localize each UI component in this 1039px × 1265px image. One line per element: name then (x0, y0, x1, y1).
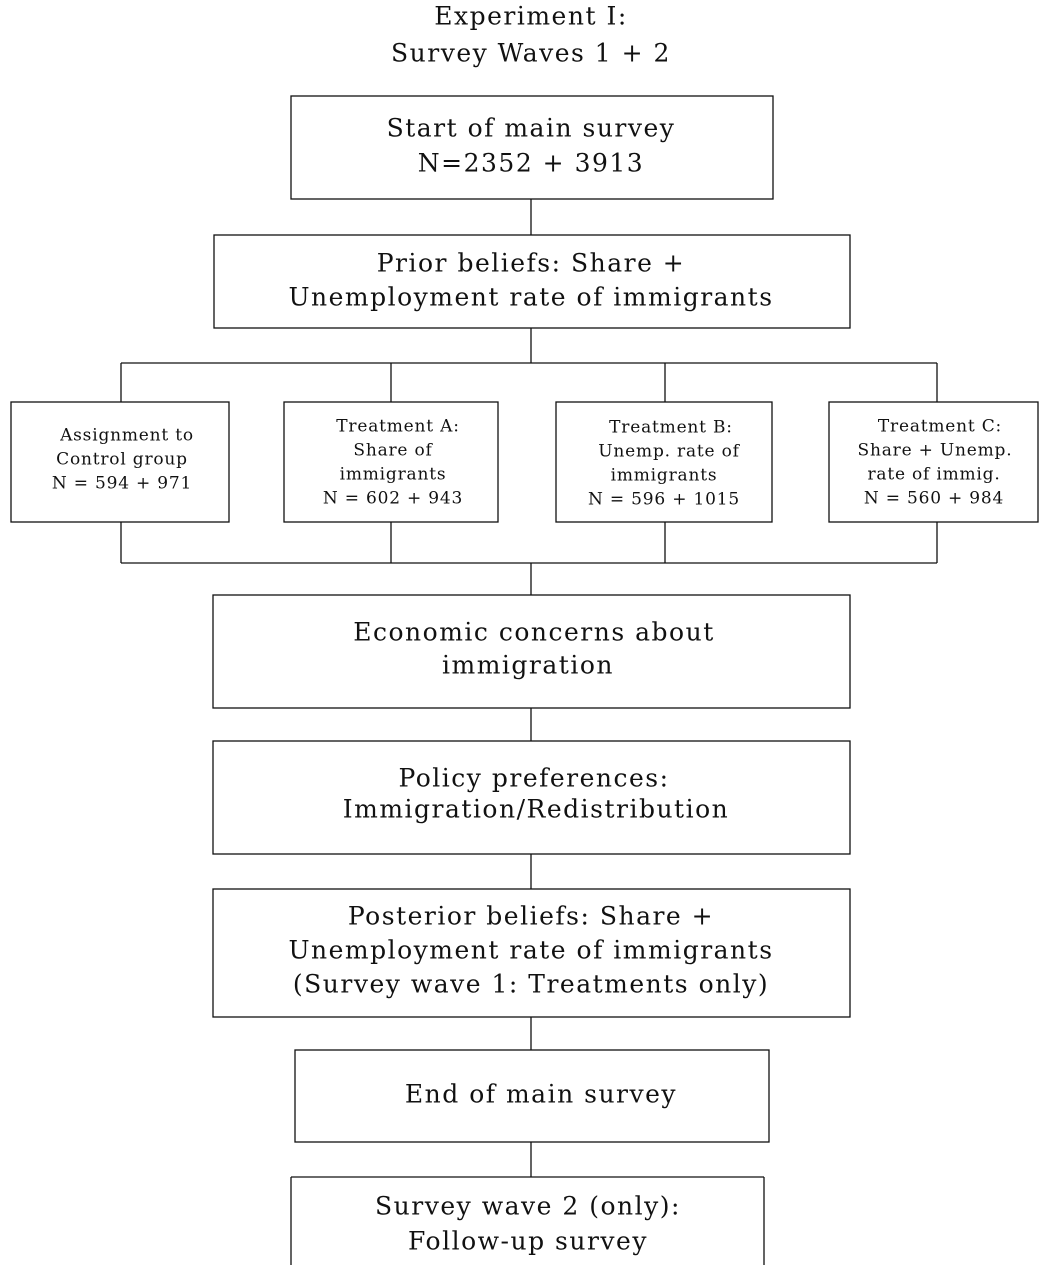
node-text: Treatment A: (336, 417, 459, 437)
node-text: Prior beliefs: Share + (377, 249, 686, 278)
node-text: Unemp. rate of (598, 442, 740, 462)
node-text: Survey wave 2 (only): (375, 1192, 681, 1221)
node-text: Unemployment rate of immigrants (288, 936, 773, 965)
node-text: immigrants (340, 465, 447, 485)
node-text: Share of (353, 441, 433, 461)
node-text: Treatment B: (609, 418, 733, 438)
node-text: N = 560 + 984 (864, 489, 1004, 509)
node-text: Follow-up survey (408, 1227, 648, 1256)
node-text: N = 596 + 1015 (588, 490, 740, 510)
node-text: N = 594 + 971 (52, 474, 192, 494)
node-text: Assignment to (59, 426, 194, 446)
node-text: Posterior beliefs: Share + (348, 902, 714, 931)
title-line: Survey Waves 1 + 2 (391, 39, 671, 68)
node-text: rate of immig. (867, 465, 1000, 485)
node-text: Economic concerns about (353, 618, 715, 647)
node-text: Immigration/Redistribution (343, 795, 730, 824)
node-text: N = 602 + 943 (323, 489, 463, 509)
boxes (10, 95, 1039, 1265)
connectors (120, 199, 938, 1177)
node-text: Treatment C: (878, 417, 1002, 437)
node-text: Start of main survey (387, 114, 676, 143)
node-text: N=2352 + 3913 (418, 149, 644, 178)
node-text: End of main survey (405, 1080, 677, 1109)
node-text: immigration (442, 651, 614, 680)
title-line: Experiment I: (434, 2, 628, 31)
node-text: Control group (56, 450, 188, 470)
node-text: (Survey wave 1: Treatments only) (293, 970, 769, 999)
node-text: immigrants (611, 466, 718, 486)
node-text: Unemployment rate of immigrants (288, 283, 773, 312)
node-text: Policy preferences: (398, 764, 669, 793)
node-text: Share + Unemp. (858, 441, 1013, 461)
